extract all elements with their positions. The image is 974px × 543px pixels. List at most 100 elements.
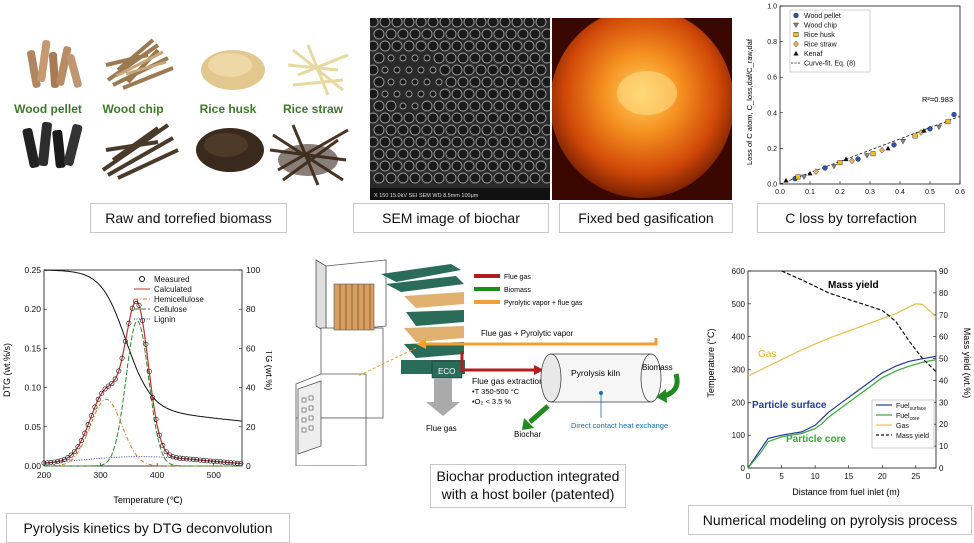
sem-cell	[463, 88, 475, 100]
dtg-measured-point	[163, 449, 169, 455]
sem-cell	[367, 160, 379, 172]
dtg-measured-point	[180, 456, 186, 462]
sem-cell	[523, 112, 535, 124]
vapor-return-line	[426, 338, 658, 346]
sem-cell	[463, 16, 475, 28]
sem-cell	[535, 136, 547, 148]
sem-cell	[469, 124, 481, 136]
sem-cell	[469, 100, 481, 112]
c-loss-legend-label: Curve-fit. Eq. (8)	[804, 61, 855, 68]
sem-cell	[511, 40, 523, 52]
sem-cell	[397, 124, 409, 136]
dtg-measured-point	[105, 383, 111, 389]
sem-cell	[499, 64, 511, 76]
biomass-input-arrow	[663, 373, 680, 399]
model-legend-subscript: surface	[910, 406, 927, 412]
sem-cell	[457, 148, 469, 160]
c-loss-legend-label: Rice straw	[804, 42, 838, 49]
model-ylabel-left: Temperature (°C)	[706, 328, 716, 397]
raw-rice-husk-photo	[201, 50, 265, 90]
dtg-measured-point	[218, 459, 224, 465]
dtg-measured-point	[221, 459, 227, 465]
model-yr-tick-label: 30	[939, 398, 948, 407]
sem-cell	[535, 160, 547, 172]
sem-cell	[487, 160, 499, 172]
sem-cell	[433, 148, 445, 160]
sem-cell	[541, 124, 553, 136]
dtg-measured-point	[160, 443, 166, 449]
model-ylabel-right: Mass yield (wt.%)	[962, 328, 972, 399]
sem-cell	[487, 40, 499, 52]
sem-cell	[373, 52, 385, 64]
sem-cell	[493, 76, 505, 88]
dtg-chart: DTG (wt.%/s) TG (wt.%) Temperature (℃) 2…	[2, 265, 274, 505]
model-yr-tick-label: 60	[939, 333, 948, 342]
sem-cell	[523, 160, 535, 172]
sem-cell	[505, 28, 517, 40]
sem-cell	[517, 148, 529, 160]
c-loss-legend-label: Wood pellet	[804, 13, 841, 20]
sem-cell	[385, 100, 397, 112]
sem-cell	[511, 160, 523, 172]
sem-cell	[493, 52, 505, 64]
sem-cell	[415, 16, 427, 28]
c-loss-x-tick-label: 0.1	[805, 189, 815, 196]
dtg-measured-point	[78, 438, 84, 444]
sem-cell	[517, 172, 529, 184]
sem-cell	[427, 112, 439, 124]
dtg-measured-point	[234, 460, 240, 466]
sem-cell	[393, 90, 401, 98]
sem-cell	[423, 54, 431, 62]
sem-cell	[409, 124, 421, 136]
sem-cell	[457, 172, 469, 184]
model-yl-tick-label: 300	[732, 366, 746, 375]
sem-cell	[493, 124, 505, 136]
sem-cell	[451, 160, 463, 172]
sem-cell	[373, 148, 385, 160]
c-loss-y-tick-label: 1.0	[767, 4, 777, 11]
sem-cell	[391, 40, 403, 52]
model-legend-label: Mass yield	[896, 433, 929, 440]
dtg-measured-point	[48, 460, 54, 466]
sem-cell	[367, 64, 379, 76]
dtg-legend-label: Calculated	[154, 285, 192, 294]
dtg-yr-tick-label: 0	[246, 461, 251, 471]
sem-cell	[439, 64, 451, 76]
dtg-measured-point	[204, 458, 210, 464]
sem-cell	[385, 172, 397, 184]
sem-cell	[481, 148, 493, 160]
sem-cell	[505, 52, 517, 64]
model-xlabel: Distance from fuel inlet (m)	[792, 487, 900, 497]
model-yl-tick-label: 400	[732, 333, 746, 342]
sem-cell	[535, 40, 547, 52]
dtg-yl-tick-label: 0.20	[24, 304, 41, 314]
sem-cell	[373, 172, 385, 184]
sem-cell	[523, 16, 535, 28]
dtg-measured-point	[194, 457, 200, 463]
sem-cell	[475, 16, 487, 28]
sem-cell	[391, 112, 403, 124]
sem-cell	[409, 148, 421, 160]
sem-footer: X 150 15.0kV SEI SEM WD 8.5mm 100μm	[374, 193, 479, 199]
sem-cell	[487, 16, 499, 28]
sem-cell	[529, 76, 541, 88]
dtg-measured-point	[116, 368, 122, 374]
sem-cell	[535, 112, 547, 124]
dtg-measured-point	[201, 457, 207, 463]
model-x-tick-label: 0	[746, 472, 751, 481]
dtg-measured-point	[129, 305, 135, 311]
sem-cell	[427, 16, 439, 28]
c-loss-point-wood-pellet	[793, 12, 799, 19]
model-legend-label: Fuelsurface	[896, 403, 926, 412]
dtg-measured-point	[197, 457, 203, 463]
sem-cell	[475, 64, 487, 76]
c-loss-point-wood-chip	[864, 153, 870, 159]
sem-cell	[541, 52, 553, 64]
sem-cell	[475, 40, 487, 52]
sem-cell	[373, 124, 385, 136]
dtg-yl-tick-label: 0.05	[24, 422, 41, 432]
sem-cell	[445, 172, 457, 184]
sem-cell	[529, 52, 541, 64]
model-x-tick-label: 20	[878, 472, 887, 481]
sem-cell	[463, 64, 475, 76]
